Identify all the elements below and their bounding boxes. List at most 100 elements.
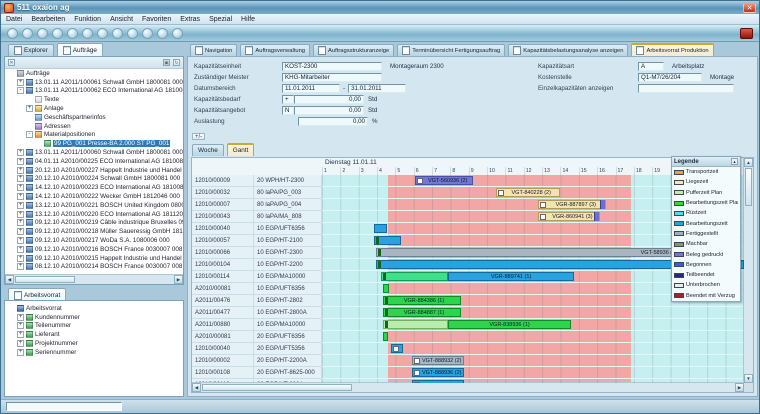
tab-auftr-ge[interactable]: Aufträge <box>56 43 103 56</box>
gantt-bar[interactable] <box>412 380 465 383</box>
tree-item[interactable]: +20.12.10 A2010/00227 Happelt Industrie … <box>5 166 183 175</box>
gantt-bar[interactable]: VGR-884887 (1) <box>382 308 462 317</box>
gantt-bar[interactable]: VGT-840228 (2) <box>495 188 560 197</box>
tree-expander[interactable]: + <box>17 331 24 339</box>
tree-item[interactable]: Geschäftspartnerinfos <box>5 113 183 122</box>
collapse-icon[interactable]: ▲ <box>731 158 738 165</box>
alert-icon[interactable] <box>740 28 753 39</box>
toolbar-button[interactable] <box>22 27 33 39</box>
menu-datei[interactable]: Datei <box>6 15 23 23</box>
flag-field[interactable]: + <box>282 95 294 104</box>
tree-item[interactable]: + Anlage <box>5 104 183 113</box>
tree-expander[interactable]: + <box>17 348 24 356</box>
gantt-bar[interactable] <box>376 260 744 269</box>
tree-expander[interactable]: + <box>17 184 24 192</box>
einzelkapazit-ten-anzeigen-field[interactable] <box>638 84 734 93</box>
tree-expander[interactable]: + <box>17 201 24 209</box>
kapazit-tsart-field[interactable]: A <box>638 62 664 71</box>
scroll-up-icon[interactable]: ▲ <box>744 158 753 167</box>
tree-item[interactable]: 99 PG_001 Presse-BA 2.000 ST PG_001 <box>5 139 183 148</box>
tab-navigation[interactable]: Navigation <box>190 44 238 56</box>
toolbar-button[interactable] <box>67 27 78 39</box>
tree-item[interactable]: Arbeitsvorrat <box>5 304 183 313</box>
tree-expander[interactable]: + <box>17 237 24 245</box>
tree-expander[interactable]: + <box>17 254 24 262</box>
tree-expander[interactable]: + <box>17 166 24 174</box>
toolbar-button[interactable] <box>142 27 153 39</box>
gantt-bar[interactable]: VGT-58936 (3) <box>376 248 688 257</box>
tree-item[interactable]: Aufträge <box>5 69 183 78</box>
tree-expander[interactable]: + <box>17 219 24 227</box>
tree-item[interactable]: +09.12.10 A2010/00217 WoDa S.A. 1080006 … <box>5 236 183 245</box>
clear-icon[interactable]: ✕ <box>8 59 15 66</box>
menu-extras[interactable]: Extras <box>180 15 201 23</box>
tree-item[interactable]: +09.12.10 A2010/00218 Müller Saueressig … <box>5 227 183 236</box>
gantt-bar[interactable]: VGR-838936 (1) <box>447 320 572 329</box>
scroll-right-icon[interactable]: ▶ <box>174 275 183 284</box>
toolbar-button[interactable] <box>127 27 138 39</box>
tree-item[interactable]: +20.12.10 A2010/00224 Schwall GmbH 18000… <box>5 175 183 184</box>
auslastung-field[interactable]: 0,00 <box>298 117 368 126</box>
tab-woche[interactable]: Woche <box>192 144 224 156</box>
tab-explorer[interactable]: Explorer <box>8 44 54 56</box>
gantt-bar[interactable]: VGR-884386 (1) <box>382 296 462 305</box>
tree-item[interactable]: + Projektnummer <box>5 339 183 348</box>
tab-gantt[interactable]: Gantt <box>226 143 255 156</box>
menu-funktion[interactable]: Funktion <box>74 15 102 23</box>
scroll-right-icon[interactable]: ▶ <box>735 383 744 392</box>
gantt-bar[interactable] <box>382 284 389 293</box>
date-to-field[interactable]: 31.01.2011 <box>348 84 407 93</box>
toolbar-button[interactable] <box>82 27 93 39</box>
tree-expander[interactable]: + <box>17 228 24 236</box>
tree-item[interactable]: +09.12.10 A2010/00219 Câble industrique … <box>5 219 183 228</box>
gantt-vertical-scrollbar[interactable]: ▲ ▼ <box>743 158 753 383</box>
tree-item[interactable]: +13.01.11 A2011/100061 Schwall GmbH 1800… <box>5 78 183 87</box>
toolbar-button[interactable] <box>172 27 183 39</box>
tree-item[interactable]: + Lieferant <box>5 330 183 339</box>
tree-item[interactable]: Adressen <box>5 122 183 131</box>
titlebar[interactable]: 511 oxaion ag ✕ <box>1 1 759 14</box>
gantt-bar[interactable] <box>373 224 387 233</box>
tree-expander[interactable]: + <box>17 313 24 321</box>
tree-expander[interactable]: + <box>17 340 24 348</box>
tree-item[interactable]: +14.12.10 A2010/00222 Wecker GmbH 181204… <box>5 192 183 201</box>
layout-icon[interactable]: ▣ <box>163 59 170 66</box>
gantt-bar[interactable] <box>373 236 402 245</box>
tree-item[interactable]: Texte <box>5 95 183 104</box>
kapazit-tsbedarf-field[interactable]: 0,00 <box>294 95 364 104</box>
tree-expander[interactable]: - <box>26 131 33 139</box>
menu-favoriten[interactable]: Favoriten <box>142 15 172 23</box>
menu-bearbeiten[interactable]: Bearbeiten <box>31 15 66 23</box>
tree-item[interactable]: +08.12.10 A2010/00214 BOSCH France 00300… <box>5 263 183 272</box>
tree-item[interactable]: +09.12.10 A2010/00216 BOSCH France 00300… <box>5 245 183 254</box>
tree-item[interactable]: - Materialpositionen <box>5 131 183 140</box>
gantt-horizontal-scrollbar[interactable]: ◀ ▶ <box>192 382 744 392</box>
gantt-bar[interactable]: VGR-887897 (3) <box>538 200 607 209</box>
tree-item[interactable]: +13.01.11 A2011/100060 Schwall GmbH 1800… <box>5 148 183 157</box>
tree-item[interactable]: +13.12.10 A2010/00220 ECO International … <box>5 210 183 219</box>
tree-expander[interactable]: + <box>17 210 24 218</box>
toolbar-button[interactable] <box>157 27 168 39</box>
kostenstelle-field[interactable]: Q1-M7/26/204 <box>638 73 702 82</box>
tab-kapazit-tsbelastungsanalyse-anzeigen[interactable]: Kapazitätsbelastungsanalyse anzeigen <box>508 44 629 56</box>
tree-expander[interactable]: + <box>26 105 33 113</box>
gantt-bar[interactable] <box>381 272 448 281</box>
tree-expander[interactable]: + <box>17 175 24 183</box>
gantt-bar[interactable]: VGT-560936 (2) <box>415 176 474 185</box>
tree-expander[interactable]: + <box>17 78 24 86</box>
scroll-track[interactable] <box>744 206 753 374</box>
toolbar-button[interactable] <box>112 27 123 39</box>
zust-ndiger-meister-field[interactable]: KHG-Mitarbeiter <box>282 73 382 82</box>
tree-expander[interactable]: + <box>17 157 24 165</box>
tree-item[interactable]: +09.12.10 A2010/00215 Happelt Industrie … <box>5 254 183 263</box>
gantt-bar[interactable] <box>382 320 448 329</box>
gantt-bar[interactable]: VGR-889741 (1) <box>447 272 575 281</box>
gantt-bar[interactable] <box>382 332 388 341</box>
scroll-left-icon[interactable]: ◀ <box>5 275 14 284</box>
expander-button[interactable]: +/- <box>192 133 206 140</box>
gantt-bar[interactable]: VGR-860941 (3) <box>538 212 600 221</box>
tree-expander[interactable]: + <box>17 149 24 157</box>
toolbar-button[interactable] <box>7 27 18 39</box>
tree-expander[interactable]: + <box>17 245 24 253</box>
menu-ansicht[interactable]: Ansicht <box>110 15 134 23</box>
